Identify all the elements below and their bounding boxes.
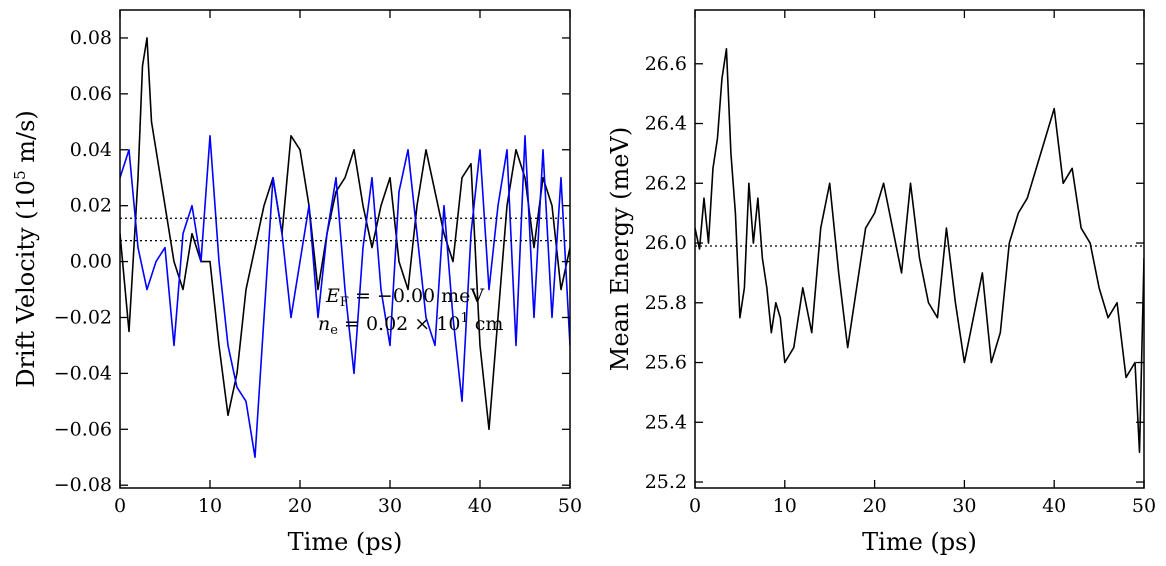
y-tick-label: 25.8 [645, 292, 687, 314]
series-line-1-0 [695, 48, 1144, 453]
y-tick-label: −0.02 [54, 306, 112, 328]
electron-density-annotation: ne = 0.02 × 101 cm [318, 311, 503, 338]
x-tick-label: 50 [558, 495, 582, 517]
series-line-0-0 [120, 37, 570, 431]
x-tick-label: 40 [1042, 495, 1066, 517]
y-tick-label: 25.4 [645, 411, 687, 433]
y-tick-label: 0.08 [70, 27, 112, 49]
x-tick-label: 50 [1132, 495, 1156, 517]
drift-velocity-panel: 0 10 20 30 40 50 −0.08 −0.06 −0.04 −0.02 0.00 0.02 0… [11, 9, 582, 556]
x-tick-label: 10 [773, 495, 797, 517]
x-tick-label: 30 [378, 495, 402, 517]
x-tick-label: 0 [114, 495, 126, 517]
y-tick-label: 26.0 [645, 232, 687, 254]
mean-energy-x-axis-label: Time (ps) [862, 528, 977, 556]
x-tick-label: 0 [689, 495, 701, 517]
y-axis-label-main: Drift Velocity (10 [12, 180, 40, 388]
annotation-n-subscript: e [330, 323, 338, 338]
annotation-e-subscript: F [340, 295, 349, 310]
annotation-e-symbol: E [325, 285, 340, 307]
annotation-n-symbol: n [318, 313, 330, 335]
annotation-n-superscript: 1 [460, 311, 468, 326]
y-tick-label: 25.6 [645, 352, 687, 374]
x-tick-label: 40 [468, 495, 492, 517]
x-tick-label: 30 [952, 495, 976, 517]
x-tick-label: 20 [288, 495, 312, 517]
y-tick-label: −0.08 [54, 474, 112, 496]
fermi-energy-annotation: EF = −0.00 meV [325, 285, 484, 310]
annotation-n-unit: cm [469, 313, 504, 335]
y-tick-label: −0.06 [54, 418, 112, 440]
y-tick-label: 26.2 [645, 172, 687, 194]
drift-velocity-series-group [120, 37, 570, 459]
x-tick-label: 20 [863, 495, 887, 517]
mean-energy-y-axis-label: Mean Energy (meV) [606, 127, 634, 371]
mean-energy-plot-frame [694, 9, 1145, 489]
y-axis-label-tail: m/s) [12, 110, 40, 170]
mean-energy-ticks: 0 10 20 30 40 50 25.2 25.4 25.6 25.8 26.0 26.2 26.4 2… [645, 10, 1156, 517]
y-tick-label: 26.6 [645, 53, 687, 75]
y-tick-label: 0.00 [70, 251, 112, 273]
y-tick-label: 26.4 [645, 113, 687, 135]
x-tick-label: 10 [198, 495, 222, 517]
drift-velocity-plot-frame [119, 9, 571, 489]
annotation-e-value: = −0.00 meV [349, 285, 485, 307]
series-line-0-1 [120, 134, 570, 459]
mean-energy-series-group [695, 48, 1144, 453]
drift-velocity-reference-lines [120, 217, 570, 242]
drift-velocity-x-axis-label: Time (ps) [288, 528, 403, 556]
y-tick-label: 0.04 [70, 139, 112, 161]
y-axis-label-sup: 5 [11, 170, 29, 180]
y-tick-label: 25.2 [645, 471, 687, 493]
y-tick-label: 0.02 [70, 195, 112, 217]
drift-velocity-y-axis-label: Drift Velocity (105 m/s) [11, 110, 40, 388]
y-tick-label: −0.04 [54, 362, 112, 384]
annotation-n-value: = 0.02 × 10 [338, 313, 460, 335]
drift-velocity-ticks: 0 10 20 30 40 50 −0.08 −0.06 −0.04 −0.02 0.00 0.02 0… [54, 10, 582, 517]
y-tick-label: 0.06 [70, 83, 112, 105]
mean-energy-panel: 0 10 20 30 40 50 25.2 25.4 25.6 25.8 26.0 26.2 26.4 2… [606, 9, 1156, 556]
